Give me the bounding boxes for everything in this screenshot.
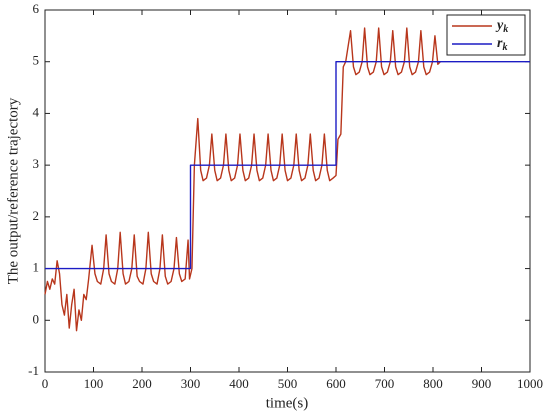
x-tick-label: 400 [229, 376, 249, 391]
x-tick-label: 300 [181, 376, 201, 391]
y-tick-label: 5 [33, 53, 40, 68]
x-tick-label: 100 [84, 376, 104, 391]
x-tick-label: 900 [472, 376, 492, 391]
x-tick-label: 800 [423, 376, 443, 391]
y-tick-label: 0 [33, 311, 40, 326]
legend-label: yk [495, 18, 508, 35]
x-tick-label: 200 [132, 376, 152, 391]
legend-label: rk [497, 36, 507, 53]
y-tick-label: -1 [28, 363, 39, 378]
series-line [45, 61, 530, 270]
legend-box [446, 14, 526, 56]
y-tick-label: 1 [33, 260, 40, 275]
y-tick-label: 2 [33, 208, 40, 223]
y-tick-label: 6 [33, 1, 40, 16]
legend-subscript: k [502, 42, 507, 53]
x-tick-label: 700 [375, 376, 395, 391]
legend-subscript: k [503, 24, 508, 35]
x-axis-label: time(s) [266, 395, 309, 411]
x-tick-label: 0 [42, 376, 49, 391]
x-tick-label: 1000 [517, 376, 543, 391]
y-tick-label: 4 [33, 104, 40, 119]
x-tick-label: 600 [326, 376, 346, 391]
y-axis-label: The output/reference trajectory [5, 97, 21, 284]
plot-frame [44, 9, 531, 373]
legend-name: r [497, 36, 503, 51]
x-tick-label: 500 [278, 376, 298, 391]
series-line [44, 27, 441, 332]
y-tick-label: 3 [33, 156, 40, 171]
legend-name: y [495, 18, 504, 33]
